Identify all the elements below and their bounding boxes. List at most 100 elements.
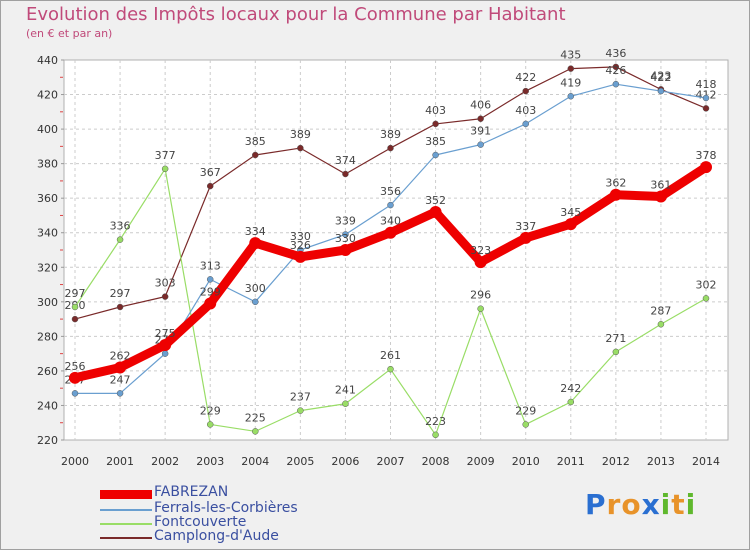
data-label: 403 [515, 104, 536, 117]
data-point [564, 218, 577, 231]
data-label: 362 [605, 177, 626, 190]
data-label: 326 [290, 239, 311, 252]
y-tick-label: 280 [37, 330, 58, 343]
x-tick-label: 2013 [647, 455, 675, 468]
data-point [612, 63, 620, 71]
data-label: 435 [560, 49, 581, 62]
proxiti-logo: Proxiti [585, 488, 696, 521]
data-point [477, 141, 484, 148]
data-point [161, 293, 169, 300]
data-point [432, 120, 439, 128]
plot-area [63, 59, 729, 441]
x-tick-label: 2012 [602, 455, 630, 468]
data-point [387, 144, 394, 152]
data-label: 299 [200, 286, 221, 299]
x-tick-label: 2009 [467, 455, 495, 468]
logo-letter: x [641, 488, 661, 521]
data-label: 391 [470, 125, 491, 138]
legend-swatch [100, 509, 152, 511]
y-tick-label: 260 [37, 365, 58, 378]
data-label: 336 [110, 220, 131, 233]
data-point [206, 421, 214, 428]
data-label: 297 [110, 287, 131, 300]
data-point [702, 105, 710, 112]
logo-letter: t [671, 488, 686, 521]
data-point [567, 398, 575, 406]
data-point [522, 120, 529, 128]
data-label: 418 [696, 78, 717, 91]
data-point [116, 236, 124, 243]
y-tick-label: 220 [37, 434, 58, 447]
data-label: 361 [650, 178, 671, 191]
data-label: 241 [335, 384, 356, 397]
data-label: 242 [560, 382, 581, 395]
data-label: 297 [65, 287, 86, 300]
logo-letter: i [685, 488, 697, 521]
data-point [69, 371, 81, 384]
data-label: 339 [335, 214, 356, 227]
data-point [297, 407, 304, 414]
x-tick-label: 2006 [331, 455, 359, 468]
data-point [432, 151, 439, 159]
data-point [387, 365, 394, 373]
data-point [477, 305, 484, 312]
data-point [159, 339, 172, 351]
data-point [161, 165, 169, 173]
y-tick-label: 340 [37, 227, 58, 240]
data-point [252, 151, 259, 159]
x-tick-label: 2003 [196, 455, 224, 468]
data-label: 385 [425, 135, 446, 148]
data-point [654, 190, 667, 203]
data-point [609, 188, 622, 201]
data-point [384, 226, 397, 239]
data-label: 262 [110, 349, 131, 362]
y-tick-label: 400 [37, 123, 58, 136]
legend-swatch [100, 537, 152, 539]
data-label: 337 [515, 220, 536, 233]
data-point [114, 361, 127, 374]
data-label: 436 [605, 47, 626, 60]
legend-swatch [100, 523, 152, 525]
y-tick-label: 300 [37, 296, 58, 309]
data-point [71, 315, 79, 323]
data-label: 403 [425, 104, 446, 117]
data-point [702, 94, 710, 102]
data-point [342, 400, 349, 407]
x-tick-label: 2010 [512, 455, 540, 468]
data-point [387, 201, 394, 209]
logo-letter: r [606, 488, 622, 521]
data-label: 313 [200, 259, 221, 272]
data-label: 302 [696, 278, 717, 291]
data-label: 389 [290, 128, 311, 141]
data-point [342, 170, 349, 178]
data-label: 256 [65, 360, 86, 373]
data-label: 237 [290, 391, 311, 404]
logo-letter: i [660, 488, 672, 521]
data-point [71, 390, 79, 397]
data-label: 419 [560, 76, 581, 89]
data-label: 225 [245, 411, 266, 424]
data-label: 367 [200, 166, 221, 179]
data-point [429, 206, 442, 218]
data-label: 300 [245, 282, 266, 295]
data-label: 223 [425, 415, 446, 428]
x-tick-label: 2008 [422, 455, 450, 468]
y-tick-label: 380 [37, 158, 58, 171]
data-point [116, 390, 124, 397]
data-point [519, 231, 532, 244]
x-tick-label: 2005 [286, 455, 314, 468]
data-point [522, 87, 529, 95]
data-label: 303 [155, 277, 176, 290]
data-point [567, 65, 575, 72]
legend-label: FABREZAN [154, 484, 229, 500]
data-point [252, 298, 259, 306]
data-label: 422 [650, 71, 671, 84]
data-label: 229 [515, 404, 536, 417]
data-label: 275 [155, 327, 176, 340]
data-point [612, 80, 620, 88]
data-label: 271 [605, 332, 626, 345]
data-point [294, 250, 307, 263]
data-point [474, 256, 487, 269]
data-point [700, 161, 712, 174]
